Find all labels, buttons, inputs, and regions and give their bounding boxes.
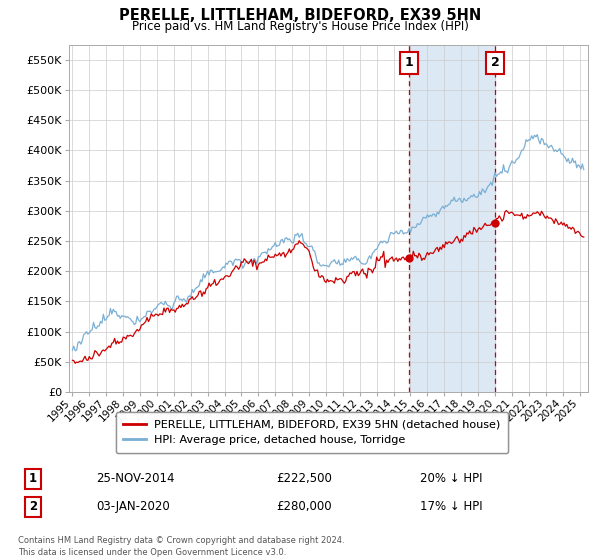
Bar (409, 45, 495, 392)
Text: 1: 1 (405, 57, 413, 69)
Text: £222,500: £222,500 (276, 472, 332, 486)
Text: 03-JAN-2020: 03-JAN-2020 (96, 500, 170, 514)
Text: 2: 2 (29, 500, 37, 514)
Text: PERELLE, LITTLEHAM, BIDEFORD, EX39 5HN: PERELLE, LITTLEHAM, BIDEFORD, EX39 5HN (119, 8, 481, 24)
Legend: PERELLE, LITTLEHAM, BIDEFORD, EX39 5HN (detached house), HPI: Average price, det: PERELLE, LITTLEHAM, BIDEFORD, EX39 5HN (… (116, 412, 508, 453)
Text: Price paid vs. HM Land Registry's House Price Index (HPI): Price paid vs. HM Land Registry's House … (131, 20, 469, 32)
Text: 20% ↓ HPI: 20% ↓ HPI (420, 472, 482, 486)
Text: Contains HM Land Registry data © Crown copyright and database right 2024.
This d: Contains HM Land Registry data © Crown c… (18, 536, 344, 557)
Text: 1: 1 (29, 472, 37, 486)
Text: 2: 2 (491, 57, 500, 69)
Text: 25-NOV-2014: 25-NOV-2014 (96, 472, 175, 486)
Text: 17% ↓ HPI: 17% ↓ HPI (420, 500, 482, 514)
Text: £280,000: £280,000 (276, 500, 332, 514)
